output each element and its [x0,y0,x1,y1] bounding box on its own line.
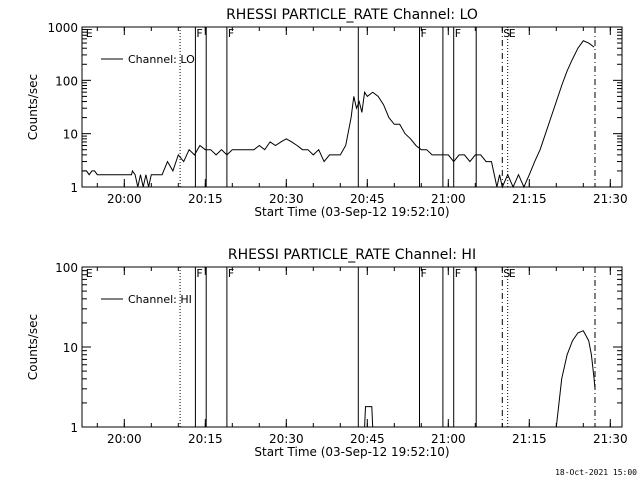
footer-timestamp: 18-Oct-2021 15:00 [555,468,637,477]
event-label: F [228,27,234,40]
legend-entry: Channel: HI [128,293,192,306]
y-axis-label: Counts/sec [26,74,40,140]
event-label: E [86,267,93,280]
y-axis-label: Counts/sec [26,314,40,380]
event-label: E [86,27,93,40]
x-tick-label: 21:30 [593,192,628,206]
series-line [364,330,596,428]
panel-lo: RHESSI PARTICLE_RATE Channel: LO 1 10 100 10… [26,7,628,219]
event-label: E [509,27,516,40]
event-label: E [509,267,516,280]
y-tick-label: 100 [55,74,78,88]
event-label: S [503,27,510,40]
panel-hi: RHESSI PARTICLE_RATE Channel: HI 1 10 100 20… [26,247,628,459]
x-tick-label: 20:45 [350,192,385,206]
x-tick-label: 20:15 [188,432,223,446]
x-tick-label: 21:15 [512,192,547,206]
event-label: F [421,267,427,280]
x-tick-label: 20:15 [188,192,223,206]
x-tick-label: 20:45 [350,432,385,446]
event-label: F [196,27,202,40]
y-tick-label: 10 [63,341,78,355]
x-axis-label: Start Time (03-Sep-12 19:52:10) [254,205,449,219]
event-label: S [503,267,510,280]
y-tick-label: 100 [55,261,78,275]
x-tick-label: 20:00 [107,432,142,446]
x-tick-label: 21:30 [593,432,628,446]
y-tick-label: 10 [63,128,78,142]
legend-entry: Channel: LO [128,53,195,66]
series-line [82,40,595,189]
plot-frame [81,266,623,428]
x-tick-label: 21:00 [431,432,466,446]
event-label: F [228,267,234,280]
x-tick-label: 20:30 [269,432,304,446]
x-tick-label: 20:00 [107,192,142,206]
y-tick-label: 1000 [47,21,78,35]
chart-title: RHESSI PARTICLE_RATE Channel: HI [228,247,476,263]
event-label: F [196,267,202,280]
plot-frame [81,26,623,188]
event-label: F [455,27,461,40]
y-tick-label: 1 [70,421,78,435]
chart-title: RHESSI PARTICLE_RATE Channel: LO [226,7,478,23]
x-tick-label: 21:15 [512,432,547,446]
event-label: F [455,267,461,280]
x-tick-label: 20:30 [269,192,304,206]
x-tick-label: 21:00 [431,192,466,206]
x-axis-label: Start Time (03-Sep-12 19:52:10) [254,445,449,459]
event-label: F [421,27,427,40]
y-tick-label: 1 [70,181,78,195]
